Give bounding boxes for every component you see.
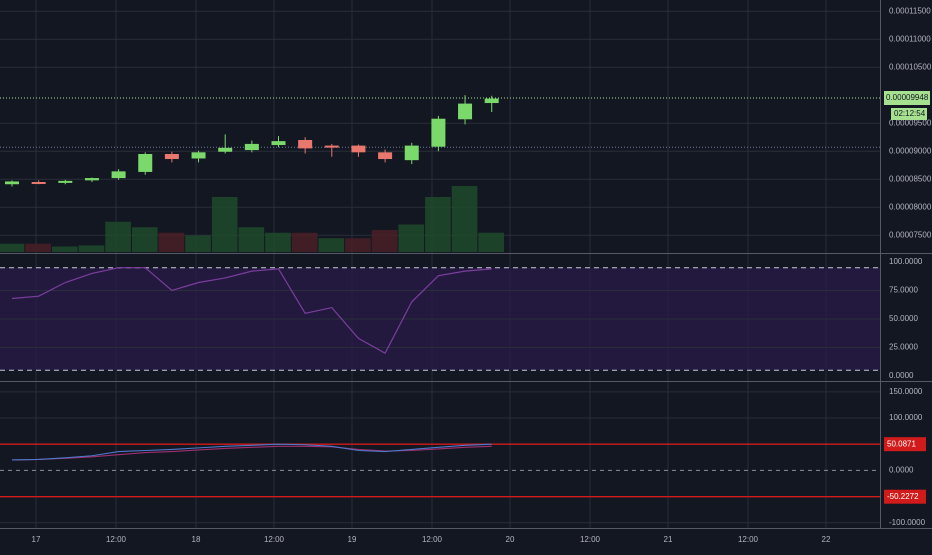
candle-body[interactable] bbox=[5, 181, 19, 185]
candle-body[interactable] bbox=[84, 178, 99, 181]
time-axis-tick: 19 bbox=[348, 535, 357, 544]
candle-body[interactable] bbox=[244, 143, 259, 151]
volume-bar bbox=[425, 197, 451, 252]
candle-body[interactable] bbox=[298, 140, 313, 149]
volume-bar bbox=[185, 235, 211, 252]
volume-bar bbox=[345, 238, 371, 252]
volume-bar bbox=[0, 243, 25, 252]
volume-bar bbox=[211, 197, 238, 252]
cci-axis-tick: 0.0000 bbox=[889, 466, 914, 475]
cci-level-badge bbox=[884, 489, 926, 504]
time-axis-tick: 12:00 bbox=[738, 535, 759, 544]
volume-bar bbox=[105, 221, 131, 252]
time-axis-tick: 22 bbox=[822, 535, 831, 544]
price-axis-tick: 0.00009000 bbox=[889, 146, 932, 155]
countdown-label: 02:12:54 bbox=[894, 109, 926, 118]
rsi-axis-tick: 100.0000 bbox=[889, 257, 923, 266]
candle-body[interactable] bbox=[111, 171, 126, 179]
cci-axis-tick: -100.0000 bbox=[889, 518, 926, 527]
volume-bar bbox=[451, 186, 478, 252]
rsi-axis-tick: 0.0000 bbox=[889, 371, 914, 380]
cci-level-label: -50.2272 bbox=[887, 492, 919, 501]
candle-body[interactable] bbox=[458, 103, 473, 120]
candle-body[interactable] bbox=[378, 152, 393, 160]
cci-signal-line bbox=[11, 443, 492, 461]
cci-line bbox=[11, 445, 492, 461]
candle-body[interactable] bbox=[58, 180, 73, 183]
volume-bar bbox=[25, 243, 51, 252]
time-axis-tick: 17 bbox=[32, 535, 41, 544]
candle-body[interactable] bbox=[484, 98, 499, 104]
countdown-badge bbox=[891, 108, 927, 120]
cci-level-badge bbox=[884, 437, 926, 452]
last-price-label: 0.00009948 bbox=[886, 93, 929, 102]
price-axis-tick: 0.00009500 bbox=[889, 118, 932, 127]
candle-body[interactable] bbox=[191, 152, 206, 159]
volume-bar bbox=[291, 232, 318, 252]
price-axis-tick: 0.00007500 bbox=[889, 230, 932, 239]
time-axis-tick: 18 bbox=[192, 535, 201, 544]
price-axis-tick: 0.00008500 bbox=[889, 174, 932, 183]
volume-bar bbox=[265, 232, 291, 252]
candle-body[interactable] bbox=[31, 182, 46, 184]
rsi-axis-tick: 50.0000 bbox=[889, 314, 918, 323]
rsi-axis-tick: 75.0000 bbox=[889, 286, 918, 295]
volume-bar bbox=[78, 245, 105, 252]
candle-body[interactable] bbox=[324, 145, 339, 148]
candle-body[interactable] bbox=[218, 147, 233, 152]
price-axis-tick: 0.00010500 bbox=[889, 62, 932, 71]
time-axis-tick: 20 bbox=[506, 535, 515, 544]
volume-bar bbox=[478, 232, 505, 252]
price-axis-tick: 0.00008000 bbox=[889, 202, 932, 211]
cci-level-label: 50.0871 bbox=[887, 439, 916, 448]
volume-bar bbox=[238, 227, 265, 252]
price-axis-tick: 0.00011000 bbox=[889, 34, 931, 43]
volume-bar bbox=[318, 238, 345, 252]
price-axis-tick: 0.00011500 bbox=[889, 6, 931, 15]
rsi-line bbox=[11, 267, 492, 355]
candle-body[interactable] bbox=[164, 154, 179, 160]
rsi-axis-tick: 25.0000 bbox=[889, 343, 918, 352]
last-price-badge bbox=[884, 91, 930, 105]
cci-axis-tick: 100.0000 bbox=[889, 413, 923, 422]
time-axis-tick: 12:00 bbox=[580, 535, 601, 544]
volume-bar bbox=[51, 246, 78, 252]
volume-bar bbox=[371, 230, 398, 252]
time-axis-tick: 12:00 bbox=[106, 535, 127, 544]
candle-body[interactable] bbox=[138, 154, 153, 172]
cci-axis-tick: 150.0000 bbox=[889, 387, 923, 396]
volume-bar bbox=[131, 227, 158, 252]
time-axis-tick: 12:00 bbox=[264, 535, 285, 544]
volume-bar bbox=[398, 224, 425, 252]
candle-body[interactable] bbox=[404, 145, 419, 161]
candle-body[interactable] bbox=[431, 118, 446, 147]
time-axis-tick: 21 bbox=[664, 535, 673, 544]
volume-bar bbox=[158, 232, 185, 252]
time-axis-tick: 12:00 bbox=[422, 535, 443, 544]
candle-body[interactable] bbox=[351, 145, 366, 153]
candle-body[interactable] bbox=[271, 141, 286, 146]
